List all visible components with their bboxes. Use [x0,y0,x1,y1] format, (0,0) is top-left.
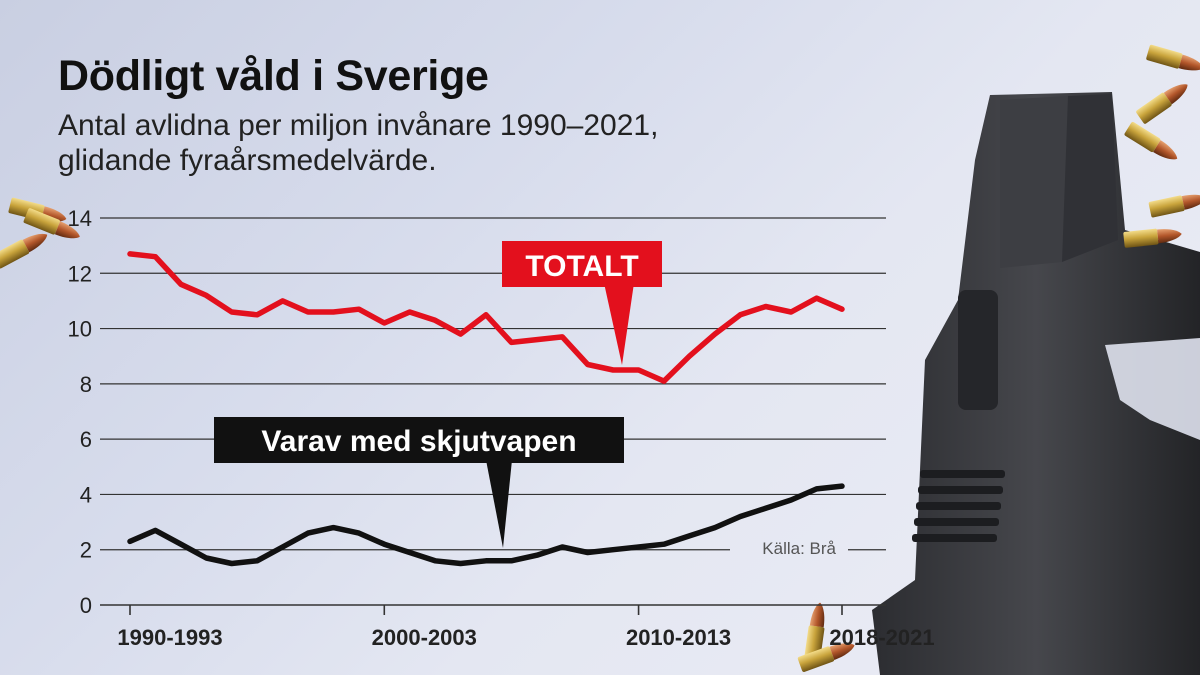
data-point [331,309,336,315]
data-point [788,497,794,503]
data-point [229,561,235,566]
data-point [534,337,540,342]
data-point [178,281,184,287]
x-tick-label: 1990-1993 [117,625,222,650]
y-tick-label: 8 [80,372,92,397]
data-point [661,378,667,384]
data-point [585,550,591,555]
data-point [788,309,794,315]
y-tick-label: 10 [68,317,92,342]
annotation-skjutvapen-label: Varav med skjutvapen [261,425,576,458]
chart-title: Dödligt våld i Sverige [58,52,489,100]
data-point [127,539,133,544]
x-tick-label: 2010-2013 [626,625,731,650]
data-point [763,304,769,309]
data-point [839,306,845,312]
data-point [763,505,769,511]
data-point [636,367,641,373]
source-label: Källa: Brå [762,539,836,558]
data-point [814,295,819,301]
annotation-skjutvapen: Varav med skjutvapen [214,417,624,548]
y-tick-label: 2 [80,538,92,563]
data-point [712,331,718,337]
annotation-totalt-label: TOTALT [525,250,638,283]
data-point [839,483,845,489]
series-line-1 [127,483,845,567]
data-point [636,544,641,550]
x-tick-label: 2000-2003 [372,625,477,650]
data-point [127,251,133,257]
series-lines [127,251,845,567]
chart-subtitle: Antal avlidna per miljon invånare 1990–2… [58,108,858,178]
data-point [687,353,692,359]
data-point [254,558,260,564]
y-axis-ticks: 0 2 4 6 8 10 12 14 [68,206,92,618]
data-point [712,525,718,530]
data-point [229,309,235,315]
y-tick-label: 0 [80,593,92,618]
data-point [509,340,514,345]
data-point [203,293,209,298]
data-point [610,547,616,553]
data-point [559,544,565,550]
data-point [178,541,184,547]
data-point [610,367,616,373]
annotation-totalt: TOTALT [502,241,662,365]
data-point [305,309,311,315]
annotation-skjutvapen-box [214,417,624,463]
data-point [280,544,285,550]
annotation-totalt-box [502,241,662,287]
data-point [432,317,438,323]
data-point [381,320,387,326]
data-point [331,525,336,530]
data-point [458,331,463,337]
chart-subtitle-line-2: glidande fyraårsmedelvärde. [58,144,437,177]
data-point [254,312,260,318]
y-tick-label: 4 [80,482,92,507]
data-point [585,362,591,367]
data-point [687,533,692,539]
data-point [661,541,667,547]
data-point [407,309,413,315]
y-tick-label: 14 [68,206,92,231]
chart-subtitle-line-1: Antal avlidna per miljon invånare 1990–2… [58,109,659,142]
bullet-cluster-right [1123,44,1200,248]
data-point [203,555,209,561]
pistol-illustration [872,92,1200,675]
data-point [432,558,438,564]
data-point [280,298,285,304]
data-point [509,558,514,564]
data-point [559,334,565,340]
y-tick-label: 6 [80,427,92,452]
data-point [305,530,311,536]
data-point [356,530,362,536]
data-point [381,541,387,547]
data-point [483,312,489,318]
data-point [153,528,158,533]
annotation-skjutvapen-pointer [486,460,512,548]
data-point [737,514,743,519]
data-point [483,558,489,564]
data-point [153,254,158,260]
x-tick-label: 2018-2021 [829,625,934,650]
data-point [814,486,819,492]
data-point [458,561,463,566]
data-point [737,312,743,318]
annotation-totalt-pointer [604,283,634,365]
y-tick-label: 12 [68,261,92,286]
x-axis-ticks: 1990-1993 2000-2003 2010-2013 2018-2021 [117,605,935,650]
data-point [534,552,540,558]
data-point [356,306,362,312]
data-point [407,550,413,555]
